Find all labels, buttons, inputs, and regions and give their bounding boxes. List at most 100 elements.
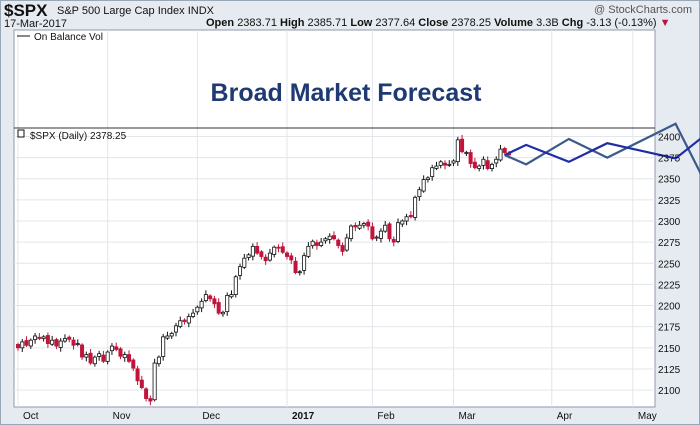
candle xyxy=(361,221,366,229)
candle xyxy=(485,156,490,171)
y-tick-label: 2275 xyxy=(658,238,681,249)
candle xyxy=(208,294,213,302)
y-tick-label: 2175 xyxy=(658,323,681,334)
candle xyxy=(302,252,307,275)
candle xyxy=(366,219,371,231)
open-label: Open xyxy=(206,17,235,29)
low-value: 2377.64 xyxy=(375,17,416,29)
y-tick-label: 2150 xyxy=(658,344,681,355)
candle xyxy=(67,335,72,343)
candle xyxy=(293,257,298,275)
candle xyxy=(216,298,221,315)
y-tick-label: 2250 xyxy=(658,259,681,270)
candle xyxy=(24,336,29,347)
candle xyxy=(272,245,277,258)
candle xyxy=(242,253,247,270)
candle xyxy=(182,318,187,325)
candle xyxy=(144,387,149,402)
candle xyxy=(327,233,332,244)
candle xyxy=(92,355,97,367)
y-tick-label: 2200 xyxy=(658,302,681,313)
candle xyxy=(233,275,238,298)
y-axis: 2100 2125 2150 2175 2200 2225 2250 2275 2300 2325… xyxy=(658,132,681,397)
candle xyxy=(404,213,409,226)
y-tick-label: 2125 xyxy=(658,365,681,376)
candle xyxy=(88,349,93,365)
candle xyxy=(434,161,439,171)
candle xyxy=(481,156,486,170)
candle xyxy=(344,233,349,252)
index-name: S&P 500 Large Cap Index INDX xyxy=(57,5,214,17)
candle xyxy=(280,242,285,254)
candle xyxy=(276,244,281,253)
candle xyxy=(169,331,174,339)
candle xyxy=(430,164,435,181)
candle xyxy=(45,332,50,348)
y-tick-label: 2350 xyxy=(658,175,681,186)
candle xyxy=(383,221,388,233)
candle xyxy=(314,239,319,250)
candle xyxy=(191,308,196,319)
candle xyxy=(391,236,396,247)
ticker-symbol: $SPX xyxy=(4,1,48,20)
candle xyxy=(114,342,119,352)
x-tick-label: Mar xyxy=(459,411,477,422)
candle xyxy=(306,242,311,259)
candle-legend-icon xyxy=(17,129,25,138)
chart-header: $SPX S&P 500 Large Cap Index INDX 17-Mar… xyxy=(0,0,700,30)
candle xyxy=(118,347,123,360)
candle xyxy=(54,337,59,350)
chart-title: Broad Market Forecast xyxy=(211,79,483,107)
candle xyxy=(421,175,426,193)
candle xyxy=(353,222,358,232)
candle xyxy=(417,186,422,201)
y-tick-label: 2400 xyxy=(658,132,681,143)
candle xyxy=(178,316,183,329)
candle xyxy=(477,164,482,172)
x-tick-label: Feb xyxy=(377,411,395,422)
chg-value: -3.13 (-0.13%) xyxy=(586,17,657,29)
candle xyxy=(267,248,272,262)
candle xyxy=(122,351,127,362)
candle xyxy=(225,292,230,316)
candle xyxy=(165,331,170,340)
candle xyxy=(15,342,20,351)
x-tick-label: Nov xyxy=(113,411,131,422)
candle xyxy=(489,162,494,172)
provider-credit[interactable]: @ StockCharts.com xyxy=(594,4,692,16)
candle xyxy=(460,134,465,154)
candle xyxy=(139,375,144,390)
candle xyxy=(319,237,324,248)
candle xyxy=(336,238,341,249)
candle xyxy=(229,290,234,299)
candle xyxy=(84,351,89,362)
candle xyxy=(220,310,225,317)
candle xyxy=(263,254,268,265)
candle xyxy=(109,343,114,355)
candle xyxy=(58,338,63,352)
x-axis: Oct Nov Dec 2017 Feb Mar Apr May xyxy=(23,411,657,422)
x-tick-label: 2017 xyxy=(292,411,315,422)
candle xyxy=(246,253,251,261)
candle xyxy=(468,149,473,168)
candle xyxy=(349,224,354,242)
down-arrow-icon: ▼ xyxy=(659,17,671,29)
candle xyxy=(97,350,102,361)
candle xyxy=(250,243,255,261)
forecast-line-secondary xyxy=(504,137,700,164)
candle xyxy=(101,350,106,364)
candle xyxy=(71,337,76,350)
chg-label: Chg xyxy=(561,17,584,29)
forecast-line-primary xyxy=(504,122,700,175)
y-tick-label: 2100 xyxy=(658,386,681,397)
exchange-label: INDX xyxy=(187,5,214,17)
x-tick-label: Dec xyxy=(202,411,220,422)
candle xyxy=(105,350,110,365)
high-value: 2385.71 xyxy=(307,17,348,29)
candle xyxy=(131,358,136,372)
candle xyxy=(161,333,166,361)
candle xyxy=(148,395,153,406)
candle xyxy=(33,333,38,344)
close-value: 2378.25 xyxy=(451,17,492,29)
y-tick-label: 2225 xyxy=(658,280,681,291)
